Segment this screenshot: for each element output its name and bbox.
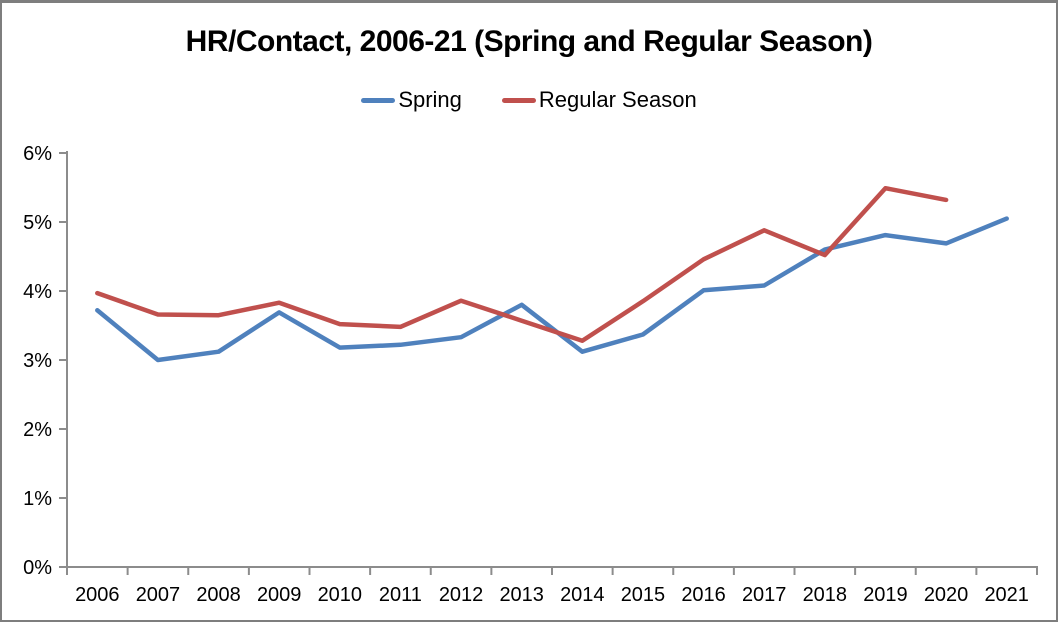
chart-legend: Spring Regular Season [2, 87, 1056, 113]
x-tick-label: 2010 [318, 584, 363, 606]
legend-item-regular-season: Regular Season [501, 87, 697, 113]
legend-item-spring: Spring [361, 87, 462, 113]
y-tick-label: 5% [23, 212, 52, 234]
y-tick-label: 2% [23, 419, 52, 441]
x-tick-label: 2013 [499, 584, 544, 606]
series-line-spring [95, 216, 1009, 363]
x-tick-label: 2009 [257, 584, 302, 606]
chart-title: HR/Contact, 2006-21 (Spring and Regular … [185, 25, 873, 58]
y-tick-label: 4% [23, 281, 52, 303]
plot-area: 0% 1% 2% 3% 4% 5% 6% 2006 2007 2008 2009 2010 2011 20… [23, 143, 1038, 606]
y-tick-label: 0% [23, 557, 52, 579]
legend-label-spring: Spring [398, 87, 462, 112]
x-tick-label: 2018 [803, 584, 848, 606]
x-tick-label: 2016 [681, 584, 726, 606]
x-tick-label: 2011 [379, 584, 422, 606]
legend-label-regular-season: Regular Season [538, 87, 697, 112]
x-tick-label: 2017 [742, 584, 787, 606]
x-tick-label: 2006 [75, 584, 120, 606]
x-tick-label: 2021 [984, 584, 1029, 606]
regular-season-line-swatch [501, 97, 536, 103]
x-tick-label: 2015 [621, 584, 666, 606]
x-tick-label: 2020 [924, 584, 969, 606]
x-tick-label: 2012 [439, 584, 484, 606]
y-tick-label: 3% [23, 350, 52, 372]
series-line-regular-season [95, 185, 949, 343]
spring-line-swatch [361, 97, 396, 103]
x-tick-label: 2007 [136, 584, 181, 606]
x-tick-label: 2014 [560, 584, 605, 606]
y-tick-label: 1% [23, 488, 52, 510]
x-tick-label: 2019 [863, 584, 908, 606]
y-tick-label: 6% [23, 143, 52, 165]
x-tick-label: 2008 [196, 584, 241, 606]
